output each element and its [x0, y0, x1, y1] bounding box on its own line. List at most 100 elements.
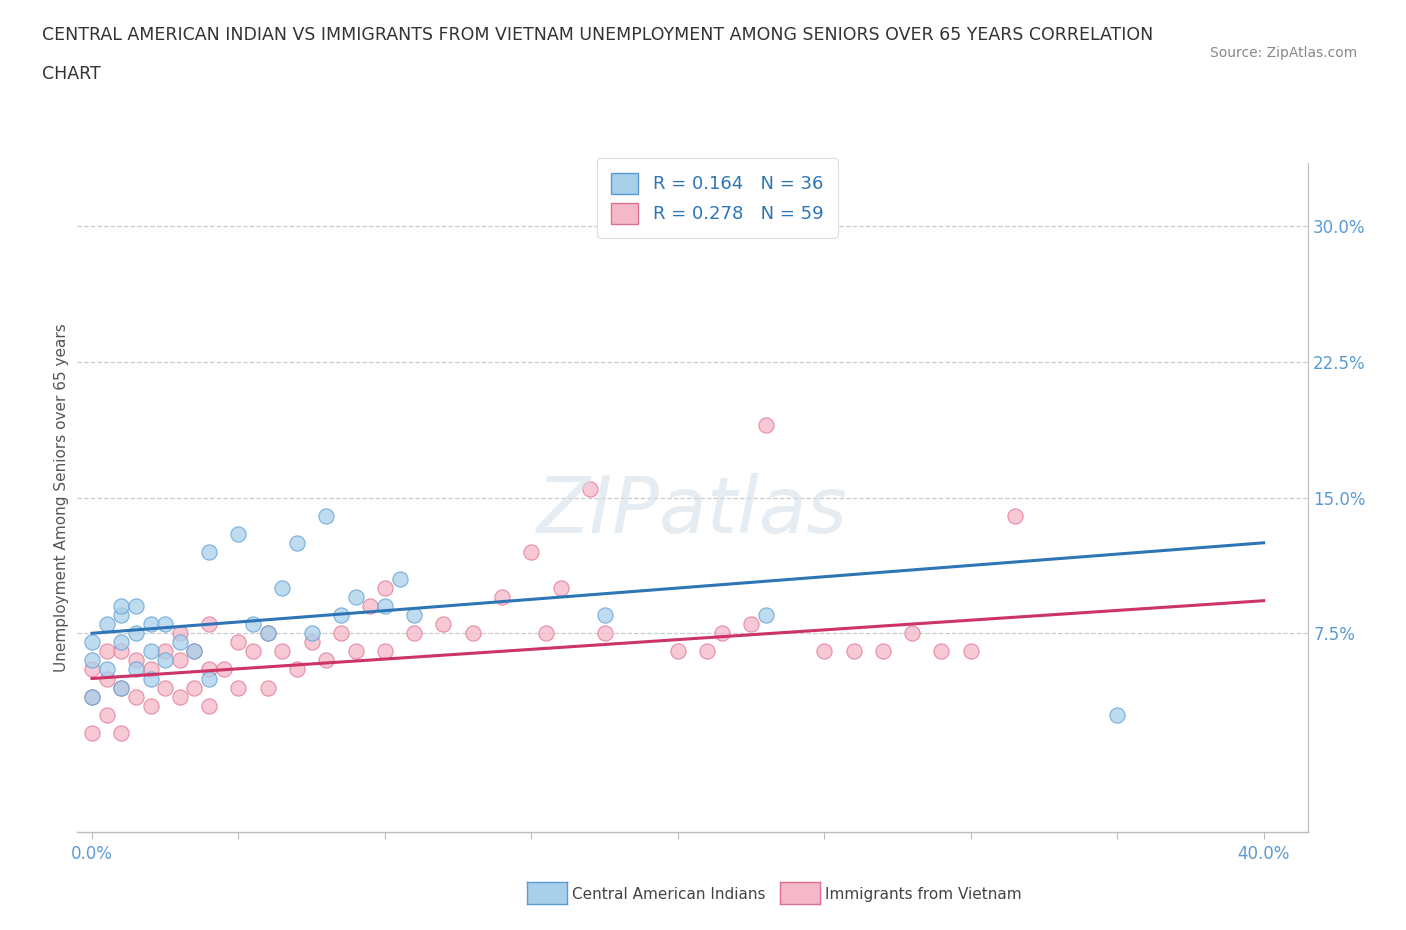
Point [666, 644, 689, 658]
Point [404, 607, 426, 622]
Point [1107, 708, 1129, 723]
Point [183, 644, 205, 658]
Point [872, 644, 894, 658]
Point [198, 662, 221, 677]
Point [344, 644, 367, 658]
Point [110, 599, 132, 614]
Point [315, 508, 337, 523]
Point [155, 653, 177, 668]
Point [169, 626, 191, 641]
Point [330, 626, 353, 641]
Point [169, 653, 191, 668]
Point [285, 536, 308, 551]
Point [110, 607, 132, 622]
Text: CHART: CHART [42, 65, 101, 83]
Point [80, 725, 103, 740]
Point [212, 662, 235, 677]
Point [959, 644, 981, 658]
Point [271, 580, 294, 595]
Point [125, 662, 148, 677]
Point [242, 644, 264, 658]
Point [242, 617, 264, 631]
Point [198, 544, 221, 559]
Point [520, 544, 543, 559]
Point [755, 607, 778, 622]
Point [228, 680, 250, 695]
Legend: R = 0.164   N = 36, R = 0.278   N = 59: R = 0.164 N = 36, R = 0.278 N = 59 [596, 158, 838, 238]
Point [842, 644, 865, 658]
Point [139, 698, 162, 713]
Point [125, 653, 148, 668]
Point [579, 481, 602, 496]
Point [125, 626, 148, 641]
Point [710, 626, 733, 641]
Point [228, 635, 250, 650]
Point [374, 599, 396, 614]
Point [139, 644, 162, 658]
Point [256, 626, 278, 641]
Point [96, 671, 118, 686]
Point [696, 644, 718, 658]
Point [344, 590, 367, 604]
Point [96, 617, 118, 631]
Text: ZIPatlas: ZIPatlas [537, 473, 848, 549]
Point [1004, 508, 1026, 523]
Point [931, 644, 953, 658]
Point [491, 590, 513, 604]
Point [755, 418, 778, 432]
Text: Source: ZipAtlas.com: Source: ZipAtlas.com [1209, 46, 1357, 60]
Point [285, 662, 308, 677]
Point [96, 708, 118, 723]
Point [256, 626, 278, 641]
Point [96, 662, 118, 677]
Point [198, 617, 221, 631]
Text: CENTRAL AMERICAN INDIAN VS IMMIGRANTS FROM VIETNAM UNEMPLOYMENT AMONG SENIORS OV: CENTRAL AMERICAN INDIAN VS IMMIGRANTS FR… [42, 26, 1153, 44]
Point [315, 653, 337, 668]
Point [110, 680, 132, 695]
Point [80, 689, 103, 704]
Point [169, 689, 191, 704]
Point [139, 617, 162, 631]
Point [139, 671, 162, 686]
Point [593, 626, 616, 641]
Point [228, 526, 250, 541]
Point [740, 617, 762, 631]
Point [404, 626, 426, 641]
Point [125, 599, 148, 614]
Point [80, 689, 103, 704]
Point [461, 626, 484, 641]
Point [901, 626, 924, 641]
Text: Central American Indians: Central American Indians [572, 887, 766, 902]
Y-axis label: Unemployment Among Seniors over 65 years: Unemployment Among Seniors over 65 years [53, 324, 69, 672]
Point [155, 680, 177, 695]
Point [301, 635, 323, 650]
Point [301, 626, 323, 641]
Point [198, 671, 221, 686]
Point [374, 580, 396, 595]
Point [271, 644, 294, 658]
Point [155, 644, 177, 658]
Point [432, 617, 454, 631]
Point [110, 644, 132, 658]
Point [330, 607, 353, 622]
Point [139, 662, 162, 677]
Point [813, 644, 835, 658]
Text: Immigrants from Vietnam: Immigrants from Vietnam [825, 887, 1022, 902]
Point [80, 662, 103, 677]
Point [169, 635, 191, 650]
Point [110, 680, 132, 695]
Point [374, 644, 396, 658]
Point [155, 617, 177, 631]
Point [183, 680, 205, 695]
Point [110, 635, 132, 650]
Point [198, 698, 221, 713]
Point [96, 644, 118, 658]
Point [125, 689, 148, 704]
Point [534, 626, 557, 641]
Point [550, 580, 572, 595]
Point [359, 599, 381, 614]
Point [183, 644, 205, 658]
Point [80, 653, 103, 668]
Point [388, 572, 411, 587]
Point [80, 635, 103, 650]
